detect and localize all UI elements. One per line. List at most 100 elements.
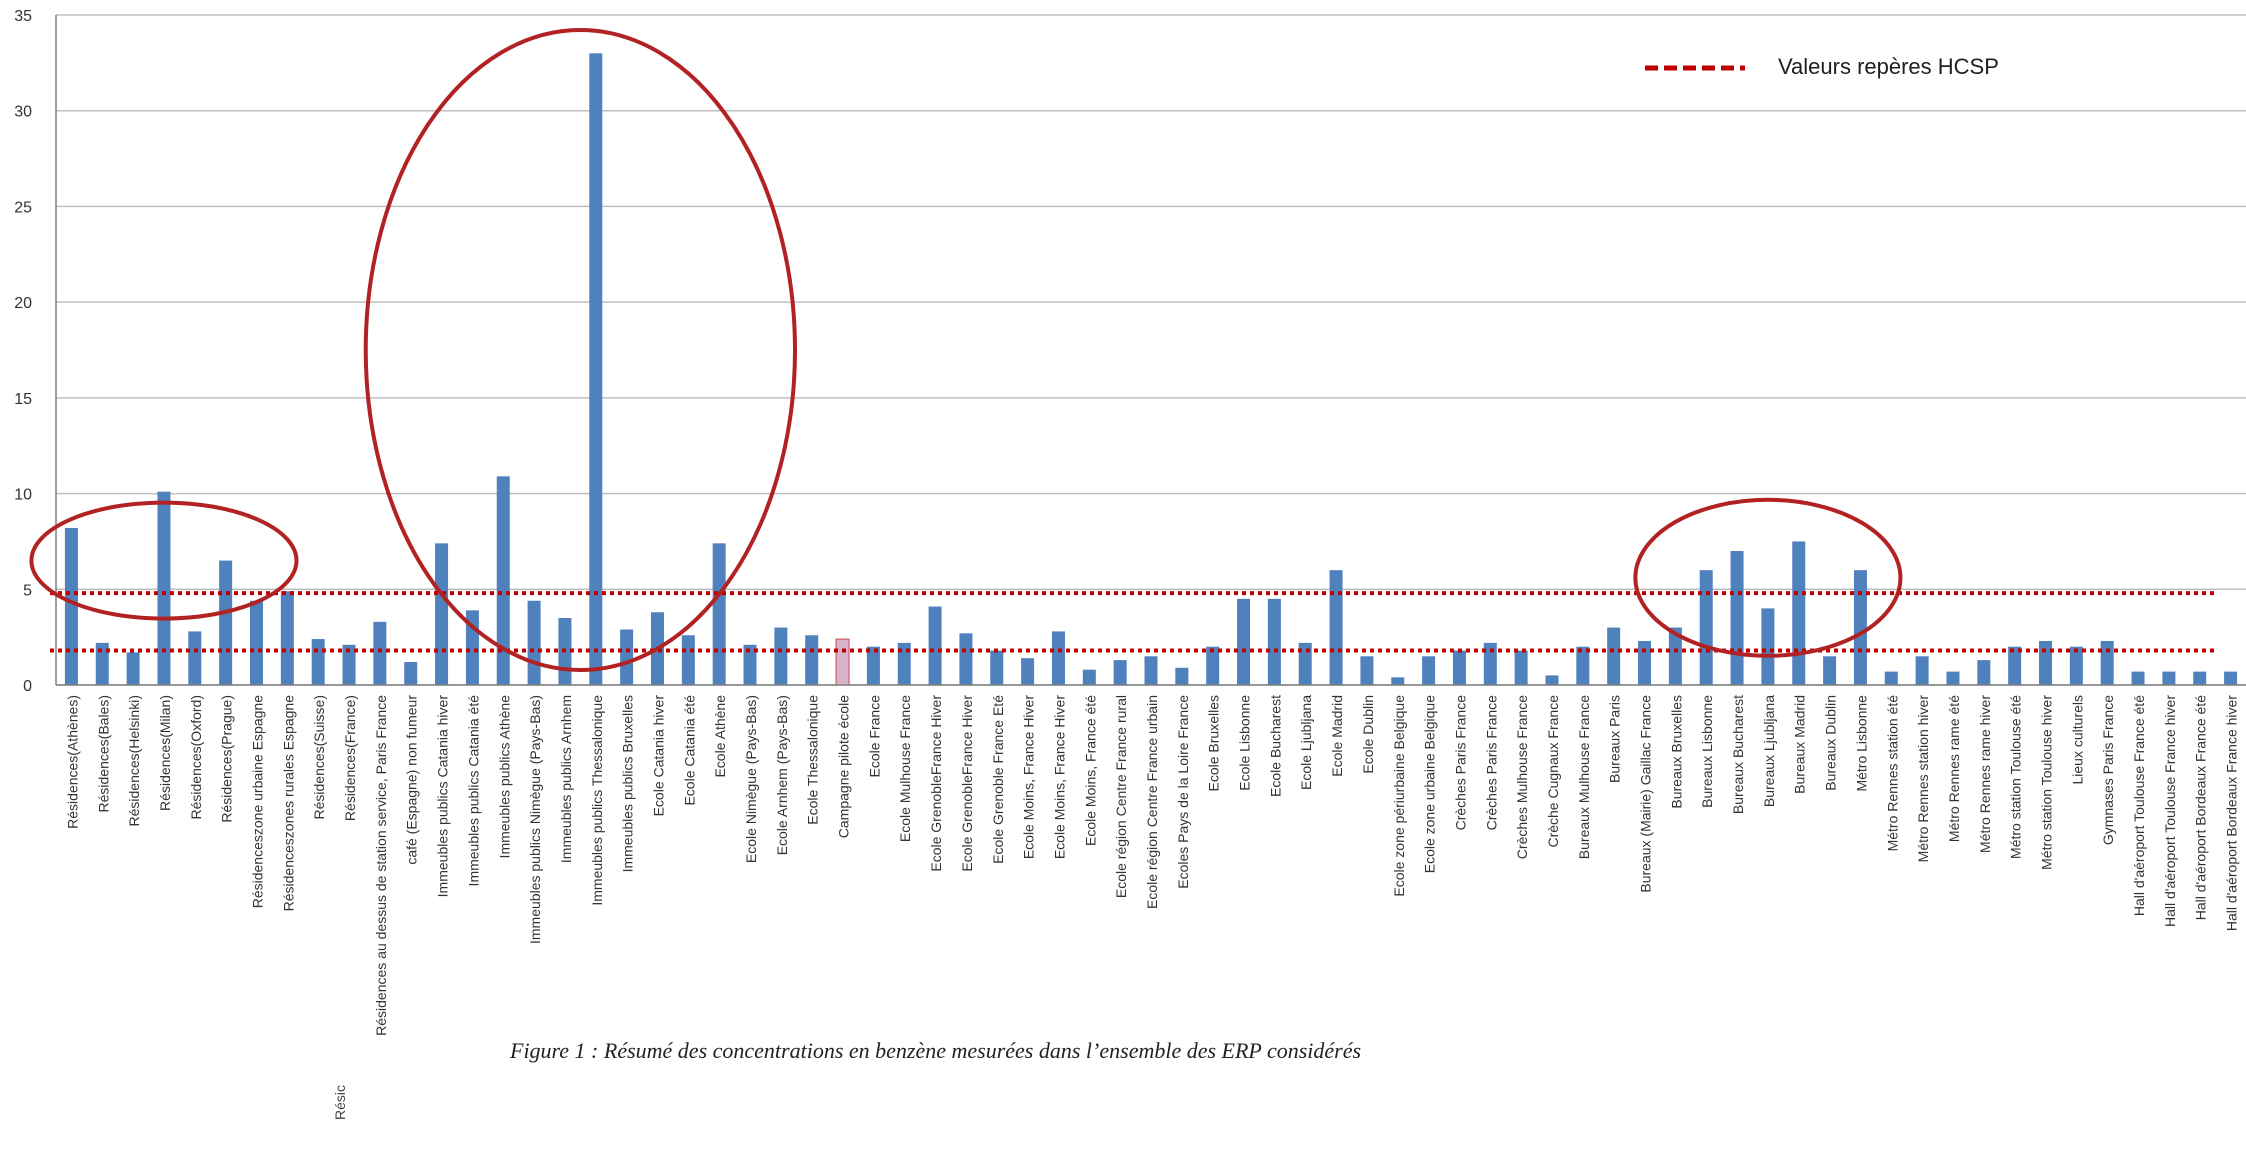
bars bbox=[64, 53, 2238, 686]
x-tick-label: Bureaux Bruxelles bbox=[1668, 695, 1684, 809]
bar bbox=[2039, 640, 2053, 685]
bar bbox=[1483, 642, 1497, 685]
bar bbox=[2069, 646, 2083, 685]
bar bbox=[1298, 642, 1312, 685]
figure-caption: Figure 1 : Résumé des concentrations en … bbox=[510, 1038, 1362, 1063]
bar bbox=[64, 528, 78, 685]
bar bbox=[990, 650, 1004, 685]
grid-lines bbox=[56, 14, 2246, 686]
x-tick-label: Bureaux Lisbonne bbox=[1699, 695, 1715, 808]
bar bbox=[743, 644, 757, 685]
x-tick-label: Crèche Cugnaux France bbox=[1545, 695, 1561, 848]
bar bbox=[805, 635, 819, 685]
x-tick-label: Résidences(France) bbox=[342, 695, 358, 821]
x-tick-label: Gymnases Paris France bbox=[2100, 695, 2116, 845]
x-tick-label: Résidences(Oxford) bbox=[188, 695, 204, 820]
x-tick-label: Immeubles publics Athène bbox=[496, 695, 512, 859]
x-tick-label: Lieux culturels bbox=[2069, 695, 2085, 785]
bar bbox=[1452, 650, 1466, 685]
legend-label: Valeurs repères HCSP bbox=[1778, 54, 1999, 79]
bar bbox=[2008, 646, 2022, 685]
bar bbox=[95, 642, 109, 685]
bar bbox=[1946, 671, 1960, 685]
bar bbox=[1082, 669, 1096, 685]
x-tick-label: Ecole GrenobleFrance Hiver bbox=[928, 695, 944, 872]
bar bbox=[1699, 570, 1713, 685]
bar bbox=[527, 600, 541, 685]
bar bbox=[1545, 675, 1559, 685]
x-tick-label: Bureaux Madrid bbox=[1792, 695, 1808, 794]
bar bbox=[496, 476, 510, 685]
stray-clipped-label: Résic bbox=[332, 1084, 348, 1120]
x-tick-label: Métro station Toulouse hiver bbox=[2039, 695, 2055, 870]
x-tick-label: Résidences(Suisse) bbox=[311, 695, 327, 820]
x-tick-label: Crèches Mulhouse France bbox=[1514, 695, 1530, 859]
x-tick-label: Hall d'aéroport Toulouse France été bbox=[2131, 695, 2147, 916]
x-tick-label: Ecole Mulhouse France bbox=[897, 695, 913, 842]
highlight-ellipse bbox=[363, 28, 798, 672]
bar bbox=[1021, 658, 1035, 685]
reference-lines bbox=[50, 591, 2216, 653]
x-tick-label: Bureaux Paris bbox=[1607, 695, 1623, 783]
x-tick-label: Résidences(Bales) bbox=[95, 695, 111, 813]
x-tick-label: Métro station Toulouse été bbox=[2008, 695, 2024, 859]
x-tick-label: Ecole Catania hiver bbox=[650, 695, 666, 817]
y-tick-label: 30 bbox=[14, 104, 32, 121]
x-tick-label: Métro Rennes rame hiver bbox=[1977, 695, 1993, 853]
bar bbox=[2131, 671, 2145, 685]
bar bbox=[1823, 656, 1837, 685]
x-tick-label: Hall d'aéroport Bordeaux France hiver bbox=[2224, 695, 2240, 931]
bar bbox=[1144, 656, 1158, 685]
bar bbox=[1051, 631, 1065, 685]
bar bbox=[774, 627, 788, 685]
bar bbox=[1977, 660, 1991, 685]
bar bbox=[589, 53, 603, 686]
bar bbox=[928, 606, 942, 685]
bar bbox=[404, 662, 418, 685]
bar bbox=[1422, 656, 1436, 685]
x-tick-label: Ecole Moins, France Hiver bbox=[1021, 695, 1037, 860]
x-tick-label: Crèches Paris France bbox=[1483, 695, 1499, 831]
bar bbox=[681, 635, 695, 685]
x-tick-label: Hall d'aéroport Bordeaux France été bbox=[2193, 695, 2209, 920]
bar bbox=[1514, 650, 1528, 685]
x-tick-label: Ecole Dublin bbox=[1360, 695, 1376, 774]
x-tick-label: Bureaux Dublin bbox=[1823, 695, 1839, 791]
x-tick-label: Bureaux Mulhouse France bbox=[1576, 695, 1592, 859]
bar bbox=[1761, 608, 1775, 685]
y-tick-label: 25 bbox=[14, 199, 32, 216]
bar bbox=[1668, 627, 1682, 685]
bar bbox=[897, 642, 911, 685]
x-tick-label: Ecole Nimègue (Pays-Bas) bbox=[743, 695, 759, 863]
bar bbox=[1853, 570, 1867, 685]
bar bbox=[157, 491, 171, 685]
bar bbox=[126, 652, 140, 685]
bar bbox=[219, 560, 233, 685]
bar bbox=[435, 543, 449, 685]
x-tick-label: Ecoles Pays de la Loire France bbox=[1175, 695, 1191, 889]
y-tick-label: 35 bbox=[14, 8, 32, 25]
bar bbox=[1113, 660, 1127, 685]
x-tick-label: Immeubles publics Catania été bbox=[465, 695, 481, 887]
legend: Valeurs repères HCSP bbox=[1645, 54, 1999, 79]
x-tick-label: Immeubles publics Nimègue (Pays-Bas) bbox=[527, 695, 543, 944]
bar bbox=[1329, 570, 1343, 685]
y-tick-label: 20 bbox=[14, 295, 32, 312]
x-tick-label: Ecole Athène bbox=[712, 695, 728, 778]
bar bbox=[1237, 598, 1251, 685]
x-tick-label: Ecole région Centre France rural bbox=[1113, 695, 1129, 898]
x-tick-label: Ecole Catania été bbox=[681, 695, 697, 806]
x-tick-label: Ecole Madrid bbox=[1329, 695, 1345, 777]
bar bbox=[311, 639, 325, 685]
bar bbox=[342, 644, 356, 685]
bar bbox=[249, 600, 263, 685]
x-tick-label: Ecole Ljubljana bbox=[1298, 695, 1314, 790]
x-tick-label: Résidences(Milan) bbox=[157, 695, 173, 811]
bar bbox=[1391, 677, 1405, 685]
bar bbox=[1915, 656, 1929, 685]
x-tick-label: Ecole Bucharest bbox=[1267, 695, 1283, 797]
bar bbox=[1884, 671, 1898, 685]
x-tick-label: Immeubles publics Thessalonique bbox=[589, 695, 605, 906]
bar bbox=[959, 633, 973, 685]
bar bbox=[1607, 627, 1621, 685]
